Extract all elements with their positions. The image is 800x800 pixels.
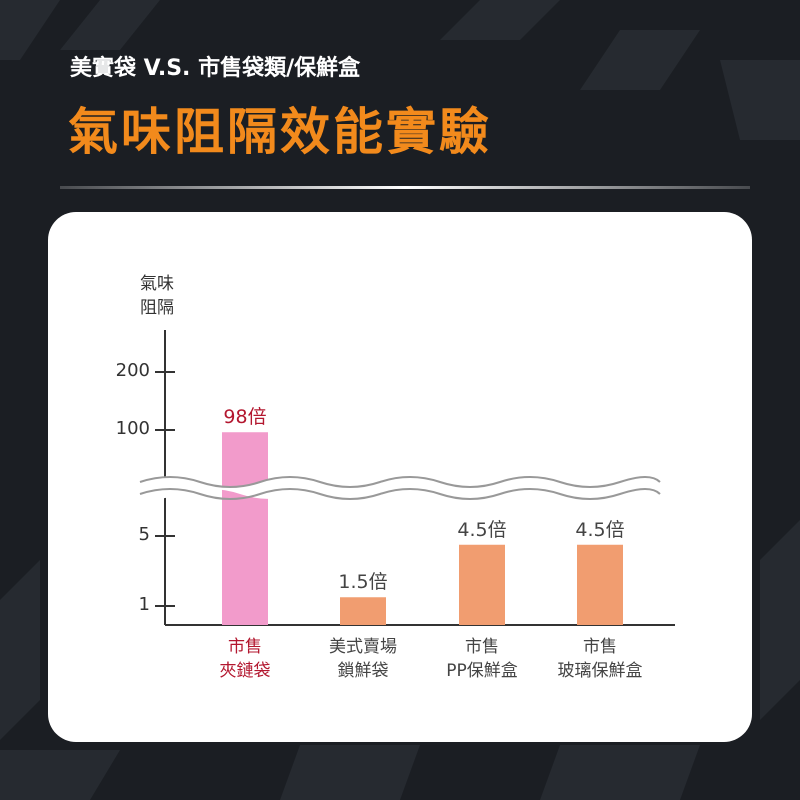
- x-tick-label: 市售 PP保鮮盒: [446, 637, 518, 681]
- y-tick-label: 100: [115, 418, 150, 439]
- value-label: 1.5倍: [338, 571, 388, 594]
- y-tick-label: 200: [115, 360, 150, 381]
- x-tick-label: 市售 玻璃保鮮盒: [557, 637, 643, 681]
- value-label: 4.5倍: [457, 518, 507, 541]
- x-tick-label: 美式賣場 鎖鮮袋: [329, 637, 397, 681]
- bar: [577, 544, 623, 625]
- value-label: 98倍: [223, 406, 267, 429]
- y-tick-label: 5: [138, 524, 150, 545]
- axis-break-line: [139, 488, 661, 500]
- title: 氣味阻隔效能實驗: [68, 103, 492, 161]
- bar: [459, 544, 505, 625]
- axis-break-line: [139, 476, 661, 488]
- separator: [60, 186, 750, 189]
- x-tick-label: 市售 夾鏈袋: [219, 637, 271, 681]
- subtitle: 美實袋 V.S. 市售袋類/保鮮盒: [70, 56, 361, 81]
- y-axis-label: 氣味 阻隔: [140, 274, 174, 318]
- axis-break-fill: [140, 477, 660, 499]
- bar: [222, 432, 268, 625]
- y-tick-label: 1: [138, 594, 150, 615]
- bar: [340, 597, 386, 625]
- value-label: 4.5倍: [575, 518, 625, 541]
